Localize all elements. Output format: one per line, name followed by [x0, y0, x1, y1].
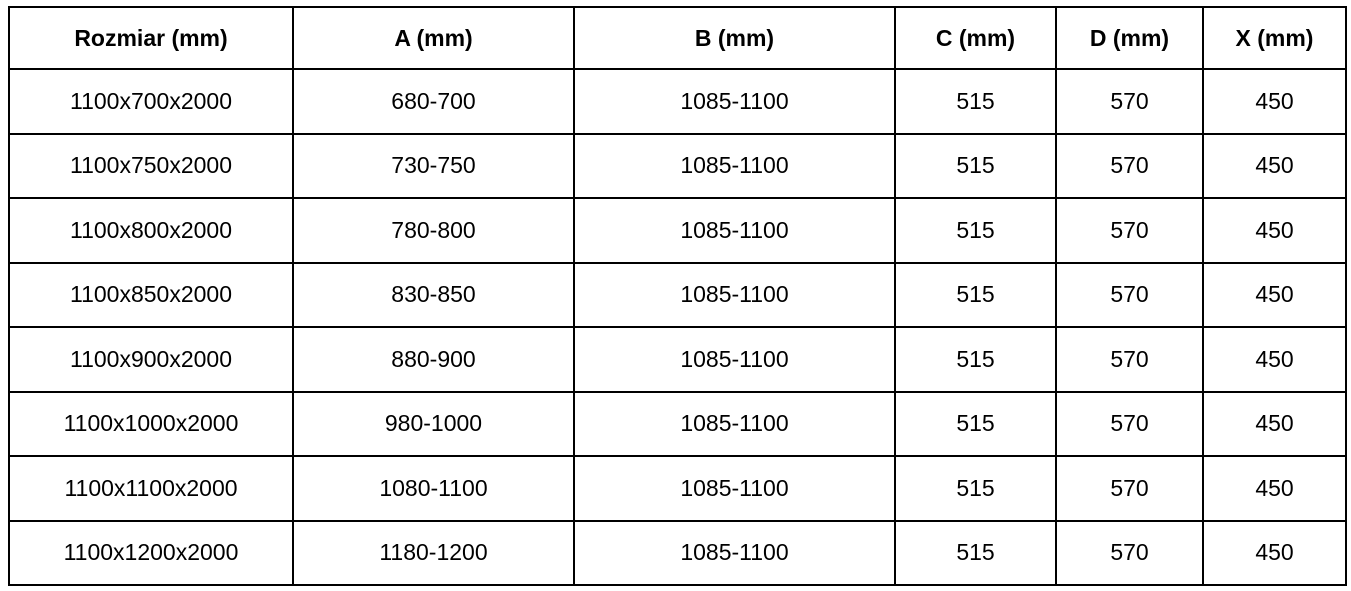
column-header: A (mm) [292, 6, 575, 70]
column-header: X (mm) [1202, 6, 1347, 70]
table-row: 1100x800x2000 780-800 1085-1100 515 570 450 [8, 197, 1347, 264]
table-cell: 1085-1100 [573, 197, 896, 264]
table-cell: 1100x900x2000 [8, 326, 294, 393]
table-cell: 1100x1200x2000 [8, 519, 294, 586]
table-cell: 1085-1100 [573, 68, 896, 135]
table-cell: 980-1000 [292, 390, 575, 457]
table-cell: 570 [1055, 455, 1204, 522]
table-cell: 570 [1055, 197, 1204, 264]
size-spec-table: Rozmiar (mm) A (mm) B (mm) C (mm) D (mm) X (m… [8, 6, 1347, 586]
table-cell: 450 [1202, 261, 1347, 328]
table-row: 1100x850x2000 830-850 1085-1100 515 570 450 [8, 261, 1347, 328]
table-header-row: Rozmiar (mm) A (mm) B (mm) C (mm) D (mm) X (m… [8, 6, 1347, 70]
table-cell: 1085-1100 [573, 132, 896, 199]
table-row: 1100x900x2000 880-900 1085-1100 515 570 450 [8, 326, 1347, 393]
table-row: 1100x750x2000 730-750 1085-1100 515 570 450 [8, 132, 1347, 199]
table-cell: 450 [1202, 455, 1347, 522]
table-cell: 1100x1100x2000 [8, 455, 294, 522]
table-cell: 515 [894, 455, 1057, 522]
table-cell: 450 [1202, 326, 1347, 393]
table-cell: 1100x850x2000 [8, 261, 294, 328]
table-cell: 515 [894, 68, 1057, 135]
table-cell: 1100x750x2000 [8, 132, 294, 199]
table-cell: 680-700 [292, 68, 575, 135]
table-row: 1100x1100x2000 1080-1100 1085-1100 515 570 45… [8, 455, 1347, 522]
table-cell: 450 [1202, 68, 1347, 135]
table-cell: 570 [1055, 326, 1204, 393]
table-cell: 880-900 [292, 326, 575, 393]
column-header: B (mm) [573, 6, 896, 70]
table-cell: 1085-1100 [573, 455, 896, 522]
table-cell: 1100x700x2000 [8, 68, 294, 135]
table-cell: 570 [1055, 132, 1204, 199]
table-cell: 1085-1100 [573, 261, 896, 328]
table-row: 1100x1200x2000 1180-1200 1085-1100 515 570 45… [8, 519, 1347, 586]
table-cell: 1085-1100 [573, 519, 896, 586]
table-cell: 730-750 [292, 132, 575, 199]
table-cell: 515 [894, 519, 1057, 586]
spec-table-container: Rozmiar (mm) A (mm) B (mm) C (mm) D (mm) X (m… [8, 6, 1347, 586]
table-cell: 515 [894, 132, 1057, 199]
table-body: 1100x700x2000 680-700 1085-1100 515 570 450 11… [8, 68, 1347, 586]
table-row: 1100x1000x2000 980-1000 1085-1100 515 570 450 [8, 390, 1347, 457]
table-cell: 450 [1202, 390, 1347, 457]
table-cell: 1085-1100 [573, 390, 896, 457]
column-header: D (mm) [1055, 6, 1204, 70]
table-cell: 1080-1100 [292, 455, 575, 522]
table-cell: 1100x1000x2000 [8, 390, 294, 457]
table-cell: 1085-1100 [573, 326, 896, 393]
table-cell: 570 [1055, 68, 1204, 135]
column-header: Rozmiar (mm) [8, 6, 294, 70]
table-cell: 515 [894, 261, 1057, 328]
column-header: C (mm) [894, 6, 1057, 70]
table-cell: 570 [1055, 390, 1204, 457]
table-cell: 450 [1202, 132, 1347, 199]
table-cell: 1100x800x2000 [8, 197, 294, 264]
table-cell: 450 [1202, 197, 1347, 264]
table-row: 1100x700x2000 680-700 1085-1100 515 570 450 [8, 68, 1347, 135]
table-cell: 515 [894, 197, 1057, 264]
table-cell: 780-800 [292, 197, 575, 264]
table-cell: 570 [1055, 519, 1204, 586]
table-cell: 515 [894, 326, 1057, 393]
table-cell: 450 [1202, 519, 1347, 586]
table-cell: 830-850 [292, 261, 575, 328]
table-cell: 570 [1055, 261, 1204, 328]
table-cell: 515 [894, 390, 1057, 457]
table-cell: 1180-1200 [292, 519, 575, 586]
table-head: Rozmiar (mm) A (mm) B (mm) C (mm) D (mm) X (m… [8, 6, 1347, 70]
